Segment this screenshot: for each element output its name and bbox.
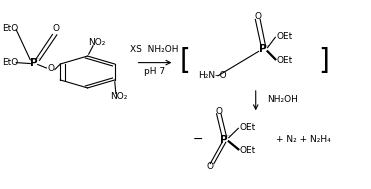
Text: −: − — [193, 133, 204, 146]
Text: pH 7: pH 7 — [144, 67, 165, 77]
Text: NO₂: NO₂ — [88, 38, 105, 47]
Text: ···: ··· — [264, 43, 270, 48]
Text: + N₂ + N₂H₄: + N₂ + N₂H₄ — [276, 135, 331, 144]
Text: [: [ — [180, 47, 191, 75]
Text: OEt: OEt — [239, 123, 255, 132]
Text: P: P — [259, 44, 267, 54]
Text: H₂N–O: H₂N–O — [198, 71, 227, 80]
Text: EtO: EtO — [3, 24, 19, 33]
Text: ···: ··· — [226, 133, 232, 138]
Text: ]: ] — [319, 47, 329, 75]
Text: OEt: OEt — [276, 32, 292, 41]
Text: P: P — [30, 58, 38, 68]
Text: ···: ··· — [35, 56, 41, 61]
Text: O: O — [254, 12, 261, 21]
Text: O: O — [47, 64, 54, 74]
Text: O: O — [53, 24, 60, 33]
Text: OEt: OEt — [239, 146, 255, 155]
Text: O: O — [206, 162, 213, 171]
Text: XS  NH₂OH: XS NH₂OH — [130, 45, 178, 54]
Text: NO₂: NO₂ — [110, 92, 127, 101]
Text: EtO: EtO — [3, 58, 19, 67]
Text: O: O — [215, 107, 222, 116]
Text: NH₂OH: NH₂OH — [267, 95, 298, 104]
Text: OEt: OEt — [276, 56, 292, 65]
Text: P: P — [220, 135, 228, 145]
